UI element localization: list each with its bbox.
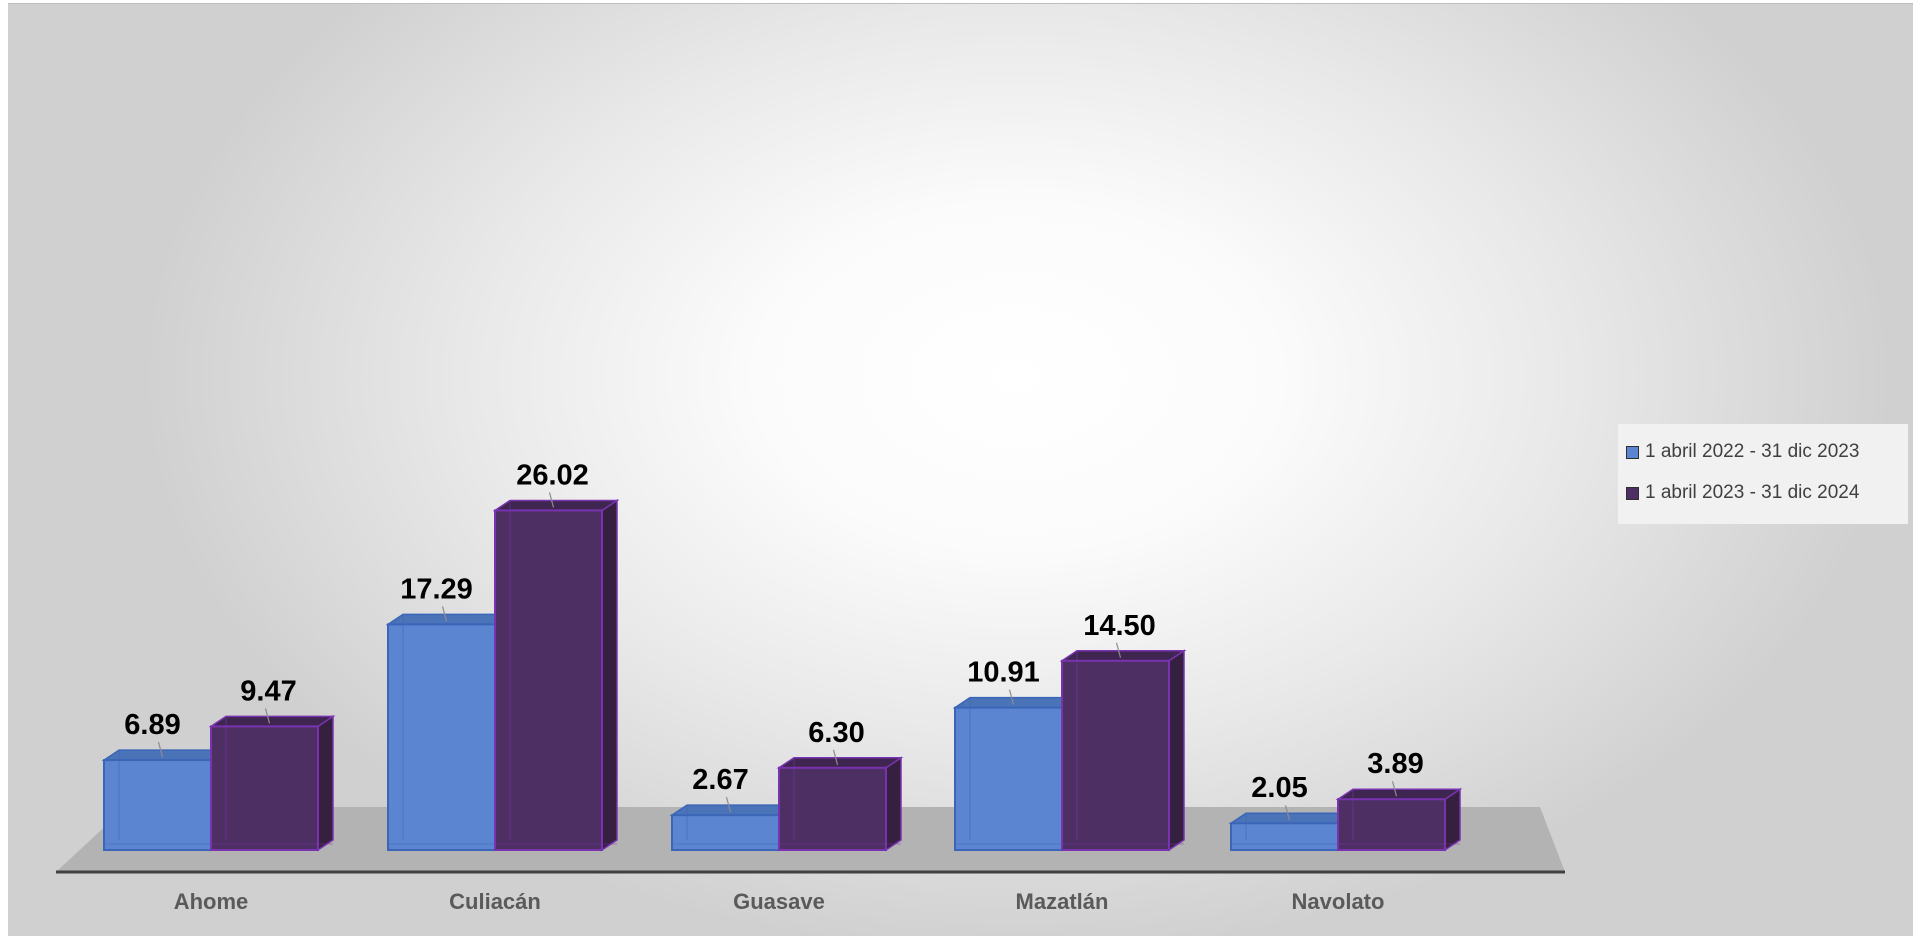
bar-front <box>1337 798 1446 851</box>
chart-area: 6.89 9.47 Ahome 17.29 26.02 Culiacán 2.67 6.30 G… <box>8 3 1913 936</box>
bar-side <box>885 756 902 852</box>
bar-front <box>954 706 1063 852</box>
bar-culiacán-series-2 <box>492 499 620 852</box>
value-label-guasave-series-1: 2.67 <box>692 764 748 796</box>
legend-swatch-series-1 <box>1626 445 1639 459</box>
value-label-ahome-series-2: 9.47 <box>240 675 296 707</box>
value-label-navolato-series-1: 2.05 <box>1251 772 1307 804</box>
chart-labels: 6.89 9.47 Ahome 17.29 26.02 Culiacán 2.67 6.30 G… <box>124 459 1423 914</box>
bar-side <box>317 715 334 852</box>
bar-mazatlán-series-1 <box>952 696 1080 852</box>
value-label-mazatlán-series-1: 10.91 <box>967 657 1040 689</box>
label-leader-line <box>1008 689 1015 705</box>
label-leader-line <box>548 492 555 508</box>
bar-navolato-series-2 <box>1335 787 1463 852</box>
value-label-mazatlán-series-2: 14.50 <box>1083 610 1156 642</box>
bar-top <box>208 715 336 728</box>
bar-side <box>601 499 618 852</box>
label-leader-line <box>1391 781 1398 797</box>
bar-front <box>1230 822 1339 851</box>
bar-culiacán-series-1 <box>385 612 513 852</box>
bar-top <box>952 696 1080 709</box>
label-leader-line <box>264 708 271 724</box>
bar-front <box>778 766 887 851</box>
bar-side <box>1168 649 1185 852</box>
category-label-guasave: Guasave <box>733 889 825 914</box>
label-leader-line <box>1115 642 1122 658</box>
label-leader-line <box>157 741 164 758</box>
bar-front <box>1061 659 1170 852</box>
legend-label-series-1: 1 abril 2022 - 31 dic 2023 <box>1645 441 1860 462</box>
bar-top <box>385 613 513 626</box>
label-leader-line <box>832 749 839 765</box>
category-label-ahome: Ahome <box>174 889 249 914</box>
value-label-navolato-series-2: 3.89 <box>1367 748 1423 780</box>
bar-ahome-series-2 <box>208 715 336 852</box>
label-leader-line <box>725 797 732 813</box>
bar-top <box>669 804 797 816</box>
bar-chart: 6.89 9.47 Ahome 17.29 26.02 Culiacán 2.67 6.30 G… <box>56 459 1565 914</box>
label-leader-line <box>441 606 448 622</box>
bar-mazatlán-series-2 <box>1059 649 1187 852</box>
bar-top <box>492 499 620 512</box>
bar-top <box>1228 812 1356 824</box>
label-leader-line <box>1284 805 1291 821</box>
category-label-mazatlán: Mazatlán <box>1016 889 1109 914</box>
value-label-culiacán-series-2: 26.02 <box>516 459 589 491</box>
bar-top <box>1335 788 1463 800</box>
legend: 1 abril 2022 - 31 dic 2023 1 abril 2023 … <box>1618 424 1908 524</box>
bar-top <box>101 749 229 761</box>
value-label-ahome-series-1: 6.89 <box>124 709 180 741</box>
bar-front <box>103 759 212 852</box>
bar-navolato-series-1 <box>1228 811 1356 852</box>
bar-guasave-series-2 <box>776 756 904 852</box>
legend-label-series-2: 1 abril 2023 - 31 dic 2024 <box>1645 482 1860 503</box>
legend-swatch-series-2 <box>1626 486 1639 500</box>
value-label-culiacán-series-1: 17.29 <box>400 573 473 605</box>
category-label-culiacán: Culiacán <box>449 889 541 914</box>
bar-front <box>387 623 496 851</box>
bar-front <box>210 725 319 852</box>
bar-ahome-series-1 <box>101 748 229 852</box>
legend-item-series-1: 1 abril 2022 - 31 dic 2023 <box>1626 441 1859 463</box>
bar-top <box>1059 650 1187 662</box>
bar-top <box>776 757 904 769</box>
chart-bars <box>101 499 1463 852</box>
value-label-guasave-series-2: 6.30 <box>808 717 864 749</box>
category-label-navolato: Navolato <box>1292 889 1385 914</box>
bar-front <box>671 814 780 851</box>
bar-guasave-series-1 <box>669 803 797 852</box>
bar-front <box>494 509 603 851</box>
legend-item-series-2: 1 abril 2023 - 31 dic 2024 <box>1626 482 1859 504</box>
